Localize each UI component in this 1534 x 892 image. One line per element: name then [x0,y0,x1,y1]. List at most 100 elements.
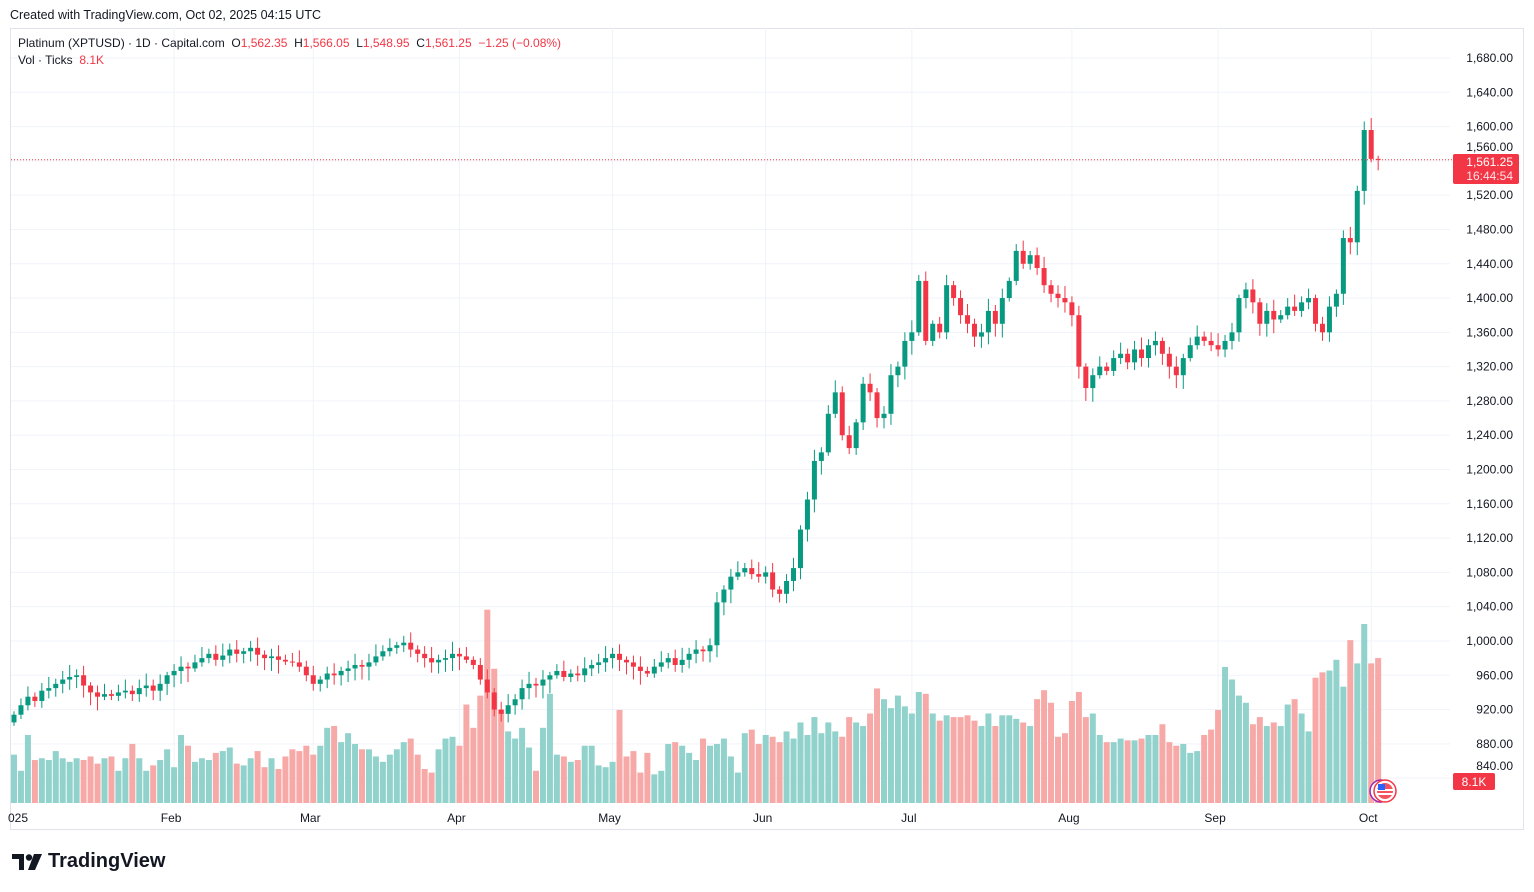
tradingview-logo-icon [12,853,42,870]
volume-bar [1298,713,1305,803]
volume-bar [539,727,546,803]
y-tick-label: 1,280.00 [1466,394,1513,408]
us-flag-event-icon[interactable] [1369,779,1397,803]
volume-bar [449,736,456,803]
volume-bar [560,756,567,803]
volume-bar [484,609,491,803]
candle-body [359,664,365,667]
volume-bar [1110,742,1117,803]
time-axis: 025 Feb Mar Apr May Jun Jul Aug Sep Oct [8,811,1378,825]
volume-bar [999,715,1006,803]
logo-text: TradingView [48,850,166,872]
volume-bar [867,713,874,803]
candle-body [749,568,755,575]
candle-body [324,673,330,680]
volume-bar [797,722,804,803]
candle-body [275,656,281,660]
volume-bar [546,693,553,803]
candle-body [74,675,80,677]
legend-symbol[interactable]: Platinum (XPTUSD) · 1D · Capital.com [18,36,225,50]
volume-bar [261,767,268,803]
candle-body [554,670,560,676]
x-tick-label: Jul [901,811,916,825]
volume-bar [1375,658,1382,803]
volume-bar [1319,672,1326,803]
y-tick-label: 1,000.00 [1466,634,1513,648]
x-tick-label: Apr [447,811,466,825]
candle-body [1132,349,1138,363]
candle-body [1292,306,1298,311]
legend-open-label: O [231,36,241,50]
candle-body [1111,358,1117,371]
volume-bars [11,609,1382,803]
candle-body [811,460,817,500]
volume-bar [73,758,80,803]
candle-body [178,666,184,671]
chart-pane[interactable] [10,28,1524,830]
volume-bar [324,727,331,803]
x-tick-label: Sep [1204,811,1226,825]
tradingview-logo[interactable]: TradingView [12,850,165,873]
y-tick-label: 1,680.00 [1466,51,1513,65]
volume-bar [345,733,352,803]
candle-body [227,649,233,656]
candle-body [519,688,525,700]
volume-bar [588,745,595,803]
volume-bar [644,752,651,803]
candle-body [839,392,845,436]
candle-body [992,310,998,324]
candle-body [526,683,532,689]
candle-body [1306,298,1312,303]
volume-bar [734,772,741,803]
candle-body [255,647,261,655]
volume-bar [887,708,894,803]
candle-body [415,649,421,654]
volume-bar [1242,702,1249,803]
candle-body [1222,340,1228,350]
candle-body [630,662,636,667]
legend-low-label: L [356,36,363,50]
volume-bar [52,751,59,803]
volume-bar [881,699,887,803]
x-tick-label: Mar [300,811,321,825]
candle-body [1104,366,1110,371]
price-axis: 840.00 880.00 920.00 960.00 1,000.00 1,040.00… [1466,51,1513,773]
volume-bar [574,760,581,803]
volume-bar [1256,717,1263,803]
candle-body [1145,345,1151,359]
volume-bar [1305,731,1312,803]
candle-body [937,323,943,333]
volume-bar [741,733,748,803]
y-tick-label: 1,320.00 [1466,360,1513,374]
volume-bar [748,729,755,803]
candle-body [449,653,455,659]
volume-bar [839,736,846,803]
y-tick-label: 960.00 [1476,668,1513,682]
candle-body [11,714,17,723]
bar-countdown: 16:44:54 [1466,169,1513,183]
candle-body [1368,130,1374,159]
grid [11,28,1450,803]
candle-body [60,679,66,684]
candle-body [1041,268,1047,286]
volume-bar [553,754,560,803]
volume-bar [832,731,839,803]
candle-body [1250,289,1256,303]
volume-bar [1208,729,1215,803]
legend-close-label: C [416,36,425,50]
candle-body [700,649,706,652]
volume-bar [929,713,936,803]
volume-bar [136,758,143,803]
legend-volume-label[interactable]: Vol · Ticks [18,53,73,67]
volume-bar [727,756,734,803]
volume-bar [894,695,901,803]
candle-body [1299,302,1305,311]
candle-body [422,653,428,659]
candle-body [804,499,810,530]
volume-bar [185,745,191,803]
candle-body [25,696,31,706]
candle-body [366,662,372,667]
legend-low: 1,548.95 [362,36,410,50]
volume-bar [1166,742,1173,803]
